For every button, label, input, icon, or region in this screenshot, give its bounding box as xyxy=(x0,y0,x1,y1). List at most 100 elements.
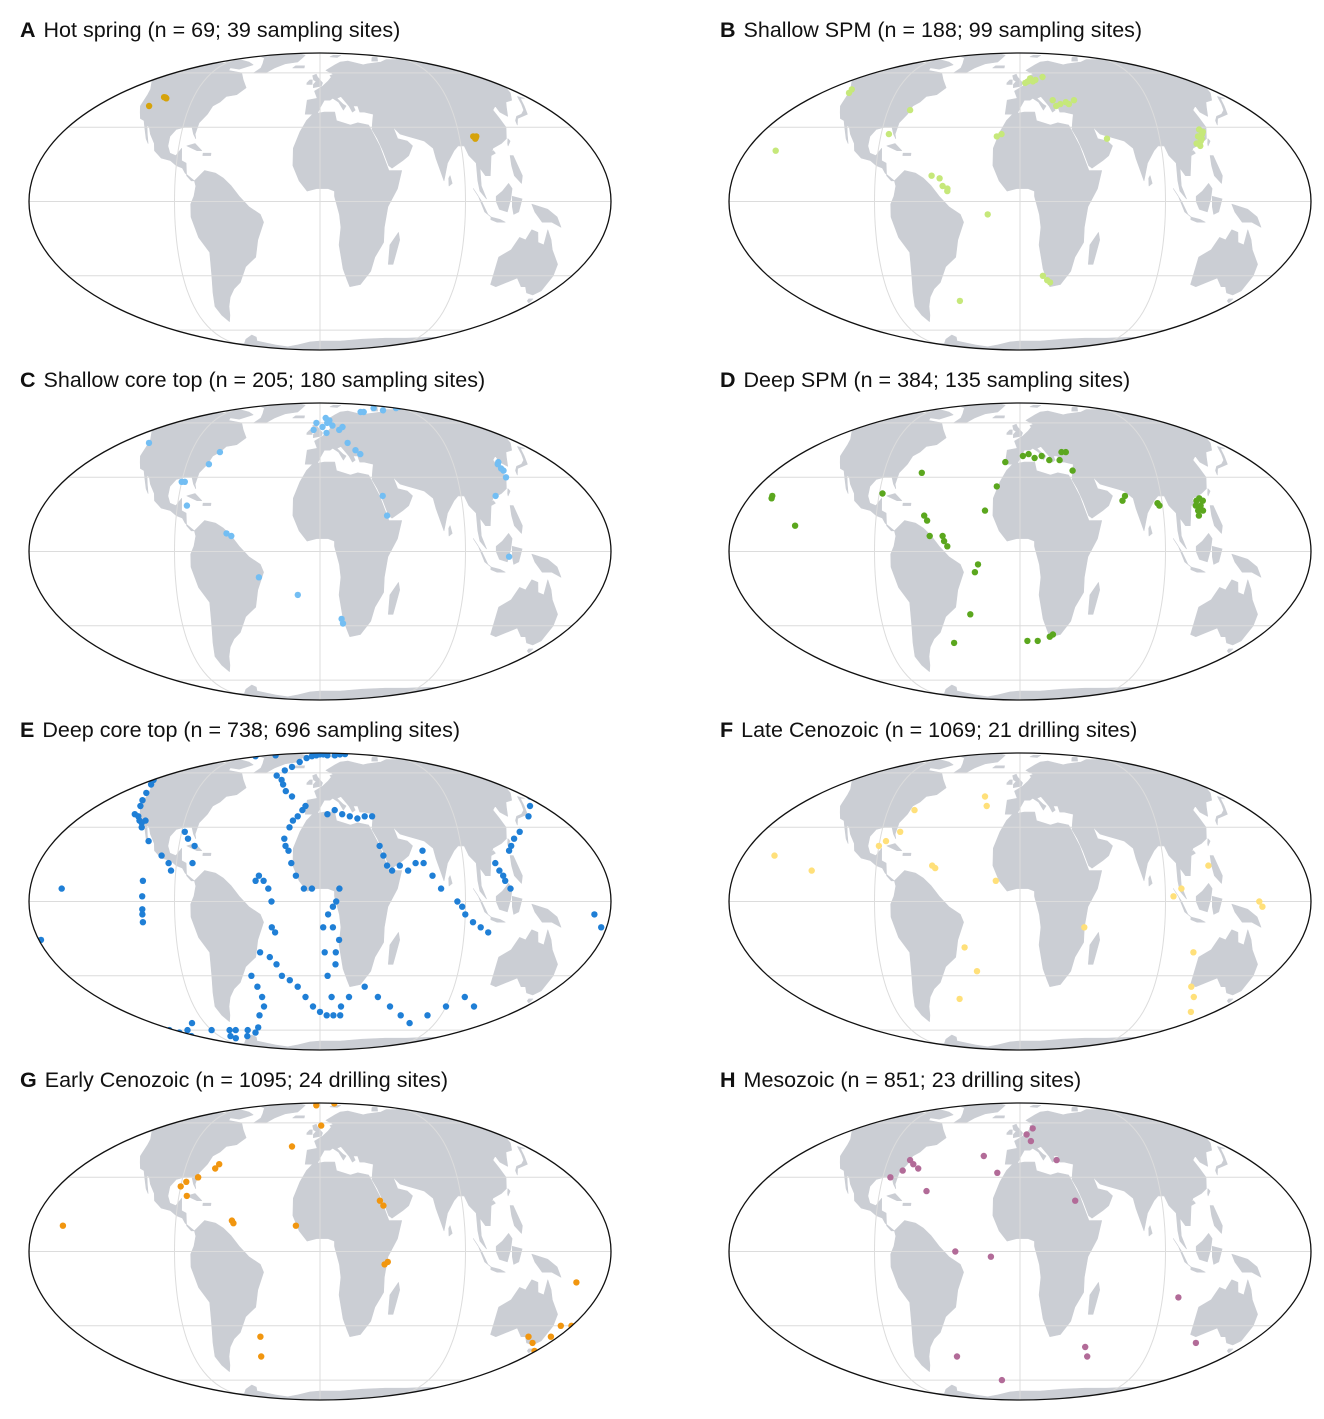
panel-title-text: Mesozoic (n = 851; 23 drilling sites) xyxy=(743,1068,1082,1092)
sampling-site-point xyxy=(1256,898,1263,905)
sampling-site-point xyxy=(252,1029,259,1036)
sampling-site-point xyxy=(971,569,979,576)
sampling-site-point xyxy=(508,842,515,850)
sampling-site-point xyxy=(926,532,933,540)
landmass xyxy=(388,582,400,615)
landmass xyxy=(186,1193,203,1201)
sampling-site-point xyxy=(255,574,263,581)
sampling-site-point xyxy=(1195,126,1203,133)
sampling-site-point xyxy=(502,474,510,481)
sampling-site-point xyxy=(145,439,153,447)
graticule xyxy=(729,753,1311,1050)
sampling-site-point xyxy=(177,1183,184,1190)
landmass xyxy=(1190,929,1258,996)
landmass xyxy=(1270,1336,1282,1350)
landmass xyxy=(1088,1282,1100,1315)
sampling-site-point xyxy=(492,492,499,500)
landmass xyxy=(371,757,378,762)
sampling-site-point xyxy=(956,995,963,1003)
site-points xyxy=(772,73,1206,305)
landmass xyxy=(511,546,523,565)
sampling-site-point xyxy=(940,537,948,545)
landmass xyxy=(1251,648,1271,659)
sampling-site-point xyxy=(115,1012,122,1019)
landmass xyxy=(1207,1188,1211,1197)
meridian-line xyxy=(319,753,467,1050)
sampling-site-point xyxy=(324,811,331,818)
landmass xyxy=(1190,579,1258,646)
landmass xyxy=(119,60,247,182)
sampling-site-point xyxy=(149,1024,157,1031)
landmass xyxy=(1004,756,1229,900)
landmass xyxy=(890,520,964,672)
sampling-site-point xyxy=(419,847,426,854)
sampling-site-point xyxy=(216,1161,223,1168)
sampling-site-point xyxy=(875,842,883,850)
sampling-site-point xyxy=(944,543,951,550)
sampling-site-point xyxy=(337,1003,345,1010)
sampling-site-point xyxy=(923,1187,930,1195)
sampling-site-point xyxy=(1190,949,1197,956)
panel-letter: B xyxy=(720,18,736,42)
sampling-site-point xyxy=(354,815,361,822)
sampling-site-point xyxy=(1029,1125,1036,1132)
sampling-site-point xyxy=(339,811,346,818)
sampling-site-point xyxy=(406,1019,413,1027)
sampling-site-point xyxy=(454,898,461,905)
sampling-site-point xyxy=(138,824,145,831)
sampling-site-point xyxy=(791,522,799,529)
sampling-site-point xyxy=(928,172,935,179)
sampling-site-point xyxy=(300,885,308,892)
sampling-site-point xyxy=(208,1026,215,1034)
sampling-site-point xyxy=(412,859,419,867)
sampling-site-point xyxy=(973,968,981,975)
sampling-site-point xyxy=(1082,1343,1089,1351)
sampling-site-point xyxy=(918,469,925,476)
landmass xyxy=(202,152,212,156)
sampling-site-point xyxy=(808,867,815,874)
meridian-line xyxy=(873,403,1021,700)
sampling-site-point xyxy=(139,911,146,918)
panel-f: F Late Cenozoic (n = 1069; 21 drilling si… xyxy=(720,715,1320,1060)
landmass xyxy=(1190,216,1206,223)
sampling-site-point xyxy=(1192,1339,1200,1347)
sampling-site-point xyxy=(1195,512,1203,519)
sampling-site-point xyxy=(165,859,172,867)
sampling-site-point xyxy=(1039,272,1047,279)
sampling-site-point xyxy=(573,1279,580,1286)
panel-title-text: Shallow SPM (n = 188; 99 sampling sites) xyxy=(743,18,1143,42)
landmass xyxy=(306,1129,313,1135)
landmass xyxy=(1190,1279,1258,1346)
sampling-site-point xyxy=(408,403,416,410)
sampling-site-point xyxy=(303,754,310,762)
map-outline xyxy=(728,402,1312,701)
sampling-site-point xyxy=(137,802,144,810)
sampling-site-point xyxy=(271,929,279,936)
landmass xyxy=(515,96,528,126)
landmass xyxy=(490,216,506,223)
landmass xyxy=(1215,1146,1228,1176)
landmass xyxy=(507,1188,511,1197)
sampling-site-point xyxy=(328,993,335,1001)
sampling-site-point xyxy=(381,1261,388,1268)
sampling-site-point xyxy=(1031,454,1038,462)
sampling-site-point xyxy=(184,835,192,842)
sampling-site-point xyxy=(1069,467,1076,474)
sampling-site-point xyxy=(1056,456,1063,464)
graticule xyxy=(729,403,1311,700)
sampling-site-point xyxy=(1185,1026,1192,1034)
sampling-site-point xyxy=(376,1197,384,1204)
landmass xyxy=(507,138,511,147)
sampling-site-point xyxy=(1199,507,1207,514)
sampling-site-point xyxy=(336,885,343,892)
sampling-site-point xyxy=(910,1161,917,1168)
sampling-site-point xyxy=(507,885,514,892)
sampling-site-point xyxy=(324,972,331,979)
landmass xyxy=(306,79,313,85)
map-outline xyxy=(728,52,1312,351)
map-outline xyxy=(28,52,612,351)
sampling-site-point xyxy=(771,852,778,859)
landmass xyxy=(1231,553,1262,578)
sampling-site-point xyxy=(226,1026,233,1034)
